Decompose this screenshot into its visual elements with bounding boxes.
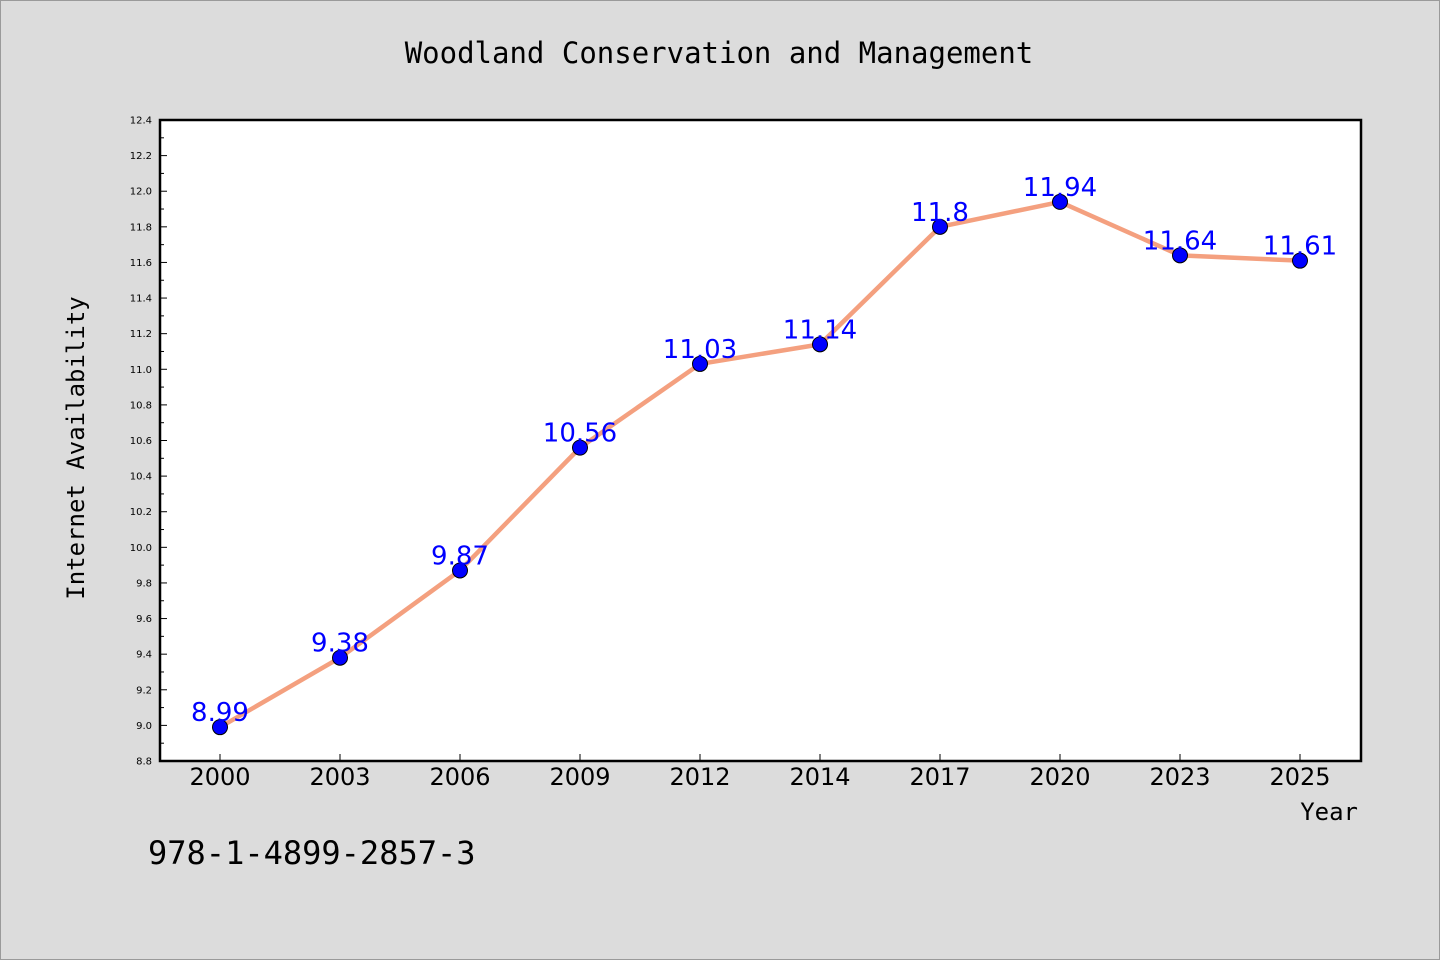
x-tick-label: 2014 [789,763,850,791]
data-label: 11.8 [911,198,969,228]
data-point [1172,247,1188,264]
y-axis-title: Internet Availability [62,296,90,599]
data-point [332,649,348,666]
y-tick-label: 11.8 [130,222,152,233]
y-tick-label: 11.6 [130,258,152,269]
data-label: 11.14 [783,315,857,345]
data-point [572,439,588,456]
x-axis-title: Year [1300,798,1358,826]
y-tick-label: 8.8 [136,757,152,768]
data-label: 11.61 [1263,232,1337,262]
y-tick-label: 9.6 [136,614,152,625]
data-point [812,336,828,353]
data-point [212,719,228,736]
plot-area [158,118,1363,763]
y-tick-label: 10.0 [130,543,152,554]
y-tick-label: 10.4 [130,472,152,483]
data-point [932,218,948,235]
y-tick-label: 9.8 [136,578,152,589]
series-line [217,199,1303,730]
data-label: 10.56 [543,419,617,449]
x-tick-label: 2000 [189,763,250,791]
y-tick-label: 11.0 [130,365,152,376]
y-tick-label: 12.2 [130,151,152,162]
y-tick-label: 9.4 [136,650,152,661]
y-axis: 8.8 9.0 9.2 9.4 9.6 9.8 10.0 10.2 10.4 10.6 10.8 11… [130,116,167,768]
y-tick-label: 9.2 [136,685,152,696]
x-tick-label: 2003 [309,763,370,791]
x-tick-label: 2012 [669,763,730,791]
y-tick-label: 11.2 [130,329,152,340]
x-tick-label: 2006 [429,763,490,791]
data-label: 11.03 [663,335,737,365]
y-tick-label: 10.6 [130,436,152,447]
data-label: 9.38 [311,629,369,659]
series-group: 8.99 9.38 9.87 10.56 11.03 11.14 11.8 11.94 11.6… [191,173,1337,736]
y-tick-label: 12.4 [130,116,152,127]
data-point [1292,252,1308,269]
y-tick-label: 9.0 [136,721,152,732]
y-tick-label: 12.0 [130,187,152,198]
y-tick-label: 10.2 [130,507,152,518]
data-label: 9.87 [431,541,489,571]
x-tick-label: 2023 [1149,763,1210,791]
data-label: 11.94 [1023,173,1097,203]
x-tick-label: 2025 [1269,763,1330,791]
x-axis: 2000 2003 2006 2009 2012 2014 2017 2020 2023 2025 [189,754,1331,791]
data-point [452,562,468,579]
x-tick-label: 2009 [549,763,610,791]
data-point [1052,193,1068,210]
data-label: 8.99 [191,698,249,728]
y-tick-label: 10.8 [130,400,152,411]
chart-title: Woodland Conservation and Management [405,36,1034,70]
isbn-label: 978-1-4899-2857-3 [148,834,476,872]
data-label: 11.64 [1143,226,1217,256]
x-tick-label: 2020 [1029,763,1090,791]
y-tick-label: 11.4 [130,294,152,305]
x-tick-label: 2017 [909,763,970,791]
data-point [692,355,708,372]
